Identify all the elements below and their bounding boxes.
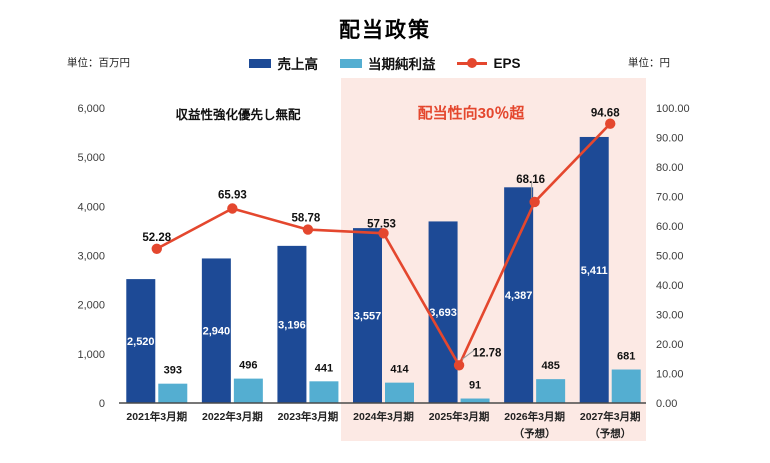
y-axis-label-left: 2,000 xyxy=(77,300,105,312)
x-axis-category-label: 2024年3月期 xyxy=(353,410,414,423)
eps-value-label: 68.16 xyxy=(516,174,545,186)
net-income-bar xyxy=(158,383,188,403)
eps-value-label: 65.93 xyxy=(218,190,247,202)
net-income-bar-label: 441 xyxy=(315,362,333,374)
net-income-bar xyxy=(233,378,263,403)
net-income-bar xyxy=(611,369,641,403)
x-axis-category-label: 2026年3月期 xyxy=(504,410,565,423)
legend-item-net-income: 当期純利益 xyxy=(339,53,436,73)
y-axis-label-right: 20.00 xyxy=(656,339,684,351)
x-axis-category-label: 2027年3月期 xyxy=(580,410,641,423)
net-income-bar xyxy=(460,398,490,403)
y-axis-label-right: 40.00 xyxy=(656,280,684,292)
revenue-bar-label: 5,411 xyxy=(581,265,608,277)
y-axis-label-right: 100.00 xyxy=(656,103,690,115)
y-axis-label-left: 3,000 xyxy=(77,251,105,263)
legend-eps-label: EPS xyxy=(493,55,521,71)
unit-right-label: 単位：円 xyxy=(628,57,670,69)
y-axis-label-left: 6,000 xyxy=(77,103,105,115)
eps-point xyxy=(605,118,616,129)
legend-item-revenue: 売上高 xyxy=(249,53,318,73)
x-axis-category-label: 2023年3月期 xyxy=(278,410,339,423)
revenue-bar-label: 2,940 xyxy=(203,326,231,338)
eps-leader-line xyxy=(461,349,475,360)
y-axis-label-right: 50.00 xyxy=(656,251,684,263)
revenue-bar xyxy=(353,228,382,403)
page-title: 配当政策 xyxy=(339,19,431,42)
x-axis-category-note: （予想） xyxy=(514,427,556,440)
net-income-bar-label: 91 xyxy=(469,380,481,392)
x-axis-category-label: 2021年3月期 xyxy=(126,410,187,423)
net-income-bar-label: 414 xyxy=(390,364,409,376)
revenue-bar-label: 3,557 xyxy=(354,311,382,323)
revenue-bar-label: 3,693 xyxy=(429,307,457,319)
y-axis-label-left: 4,000 xyxy=(77,201,105,213)
net-income-bar-label: 485 xyxy=(541,360,559,372)
revenue-bar xyxy=(277,245,307,403)
x-axis-category-note: （予想） xyxy=(589,427,631,440)
eps-value-label: 58.78 xyxy=(292,213,321,225)
x-axis-category-label: 2025年3月期 xyxy=(429,410,490,423)
revenue-bar xyxy=(428,221,458,403)
eps-point xyxy=(151,243,162,254)
eps-point xyxy=(378,228,389,239)
eps-point xyxy=(529,196,540,208)
legend: 売上高 当期純利益 EPS xyxy=(0,52,770,74)
eps-value-label: 94.68 xyxy=(591,108,620,120)
y-axis-label-right: 30.00 xyxy=(656,310,684,322)
net-income-bar xyxy=(385,382,414,403)
y-axis-label-right: 70.00 xyxy=(656,192,684,204)
eps-value-label: 57.53 xyxy=(367,218,396,230)
y-axis-label-left: 1,000 xyxy=(77,349,105,361)
eps-point xyxy=(302,224,314,235)
annotation-no-dividend: 収益性強化優先し無配 xyxy=(175,108,301,122)
annotation-payout-ratio: 配当性向30％超 xyxy=(417,105,525,122)
y-axis-label-left: 0 xyxy=(99,398,105,410)
eps-value-label: 52.28 xyxy=(142,232,171,244)
y-axis-label-right: 60.00 xyxy=(656,221,684,233)
revenue-bar-label: 3,196 xyxy=(278,319,306,331)
y-axis-label-left: 5,000 xyxy=(77,152,105,164)
net-income-bar-label: 496 xyxy=(239,360,257,372)
y-axis-label-right: 80.00 xyxy=(656,162,684,174)
unit-left-label: 単位：百万円 xyxy=(67,57,130,69)
revenue-bar xyxy=(201,258,231,403)
revenue-bar-label: 4,387 xyxy=(505,290,533,302)
legend-item-eps: EPS xyxy=(457,55,521,71)
legend-revenue-label: 売上高 xyxy=(277,57,318,72)
y-axis-label-right: 0.00 xyxy=(656,398,677,410)
eps-point xyxy=(453,360,465,371)
x-axis-category-label: 2022年3月期 xyxy=(202,410,263,423)
eps-line-icon xyxy=(457,58,488,68)
revenue-bar xyxy=(579,136,609,403)
net-income-bar-label: 681 xyxy=(617,351,635,363)
revenue-bar xyxy=(126,279,156,403)
revenue-bar xyxy=(504,187,534,403)
net-income-bar xyxy=(536,379,566,403)
eps-value-label: 12.78 xyxy=(473,347,502,359)
revenue-bar-label: 2,520 xyxy=(127,336,155,348)
net-income-bar xyxy=(309,381,339,403)
y-axis-label-right: 10.00 xyxy=(656,369,684,381)
revenue-swatch-icon xyxy=(249,58,272,68)
net-income-swatch-icon xyxy=(339,58,362,68)
eps-point xyxy=(227,203,238,214)
y-axis-label-right: 90.00 xyxy=(656,133,684,145)
legend-net-income-label: 当期純利益 xyxy=(367,57,436,72)
net-income-bar-label: 393 xyxy=(164,365,182,377)
